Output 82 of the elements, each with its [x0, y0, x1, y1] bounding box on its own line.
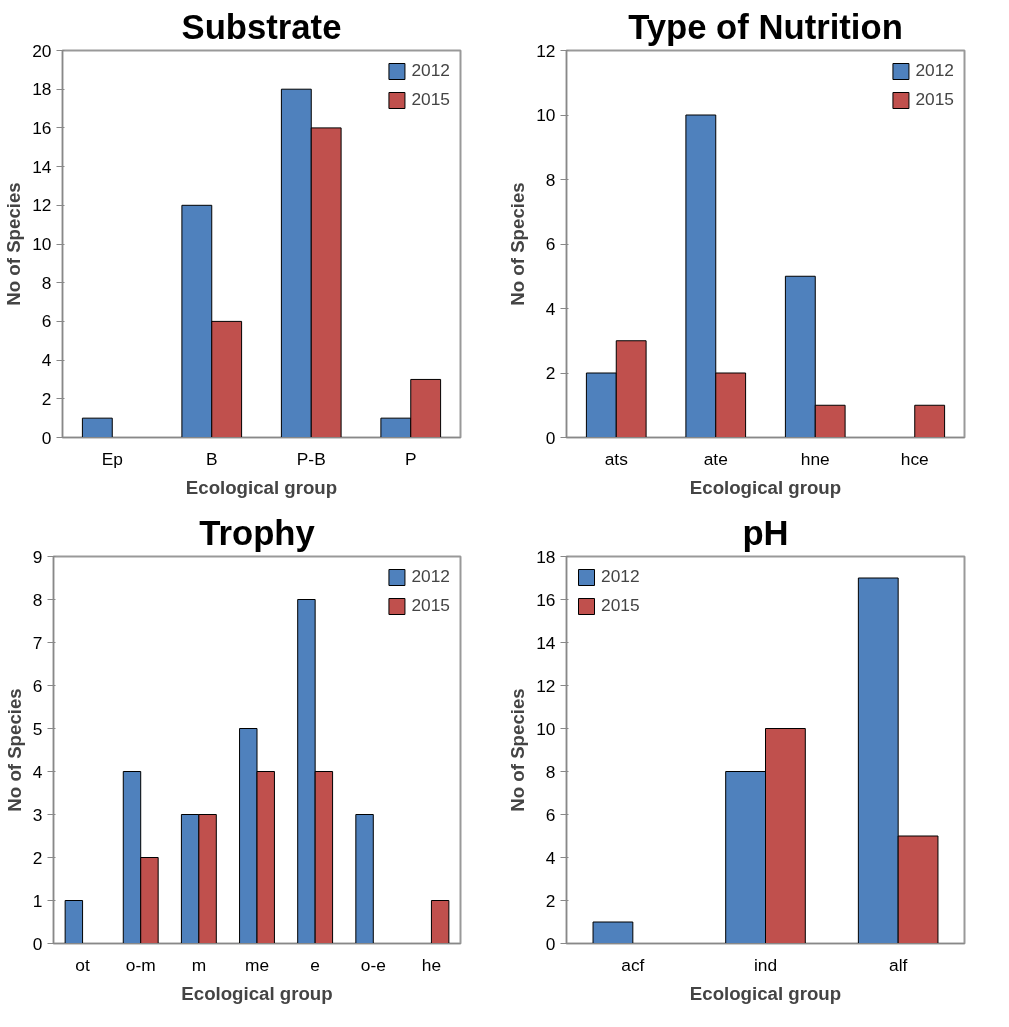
chart-title: Type of Nutrition — [628, 7, 903, 46]
x-tick-label: hce — [900, 448, 929, 469]
x-tick-label: ot — [75, 954, 90, 975]
y-tick-label: 5 — [32, 718, 43, 739]
y-tick-label: 8 — [545, 761, 556, 782]
bar — [592, 921, 634, 944]
y-axis-title: No of Species — [3, 182, 25, 306]
x-tick-label: ate — [703, 448, 728, 469]
x-tick-label: o-m — [125, 954, 156, 975]
y-tick-label: 7 — [32, 632, 43, 653]
y-tick-label: 12 — [536, 675, 556, 696]
y-tick-label: 18 — [32, 79, 52, 100]
y-tick-label: 2 — [41, 388, 52, 409]
y-tick-label: 12 — [32, 195, 52, 216]
legend-label: 2012 — [601, 566, 640, 587]
bar — [64, 900, 84, 944]
y-tick-label: 2 — [545, 890, 556, 911]
y-tick-label: 6 — [545, 234, 556, 254]
y-tick-label: 12 — [536, 40, 556, 61]
chart-title: Substrate — [181, 7, 342, 46]
bar — [914, 404, 946, 438]
x-tick-label: he — [421, 954, 442, 975]
y-tick-label: 9 — [32, 546, 43, 567]
y-tick-label: 14 — [32, 156, 52, 177]
y-tick-label: 6 — [32, 675, 43, 696]
x-axis-title: Ecological group — [689, 982, 842, 1004]
x-tick-label: Ep — [101, 448, 123, 469]
x-tick-label: alf — [889, 954, 908, 975]
y-tick-label: 8 — [545, 169, 556, 190]
y-axis-title: No of Species — [507, 182, 529, 306]
bar — [81, 417, 113, 438]
y-tick-label: 2 — [545, 363, 556, 383]
x-axis-title: Ecological group — [181, 982, 333, 1004]
y-tick-label: 18 — [536, 546, 556, 567]
y-axis-title: No of Species — [507, 688, 529, 812]
x-tick-label: e — [310, 954, 320, 975]
y-tick-label: 3 — [32, 804, 43, 825]
chart-title: pH — [742, 513, 789, 552]
y-tick-label: 1 — [32, 890, 43, 911]
x-tick-label: m — [191, 954, 207, 975]
y-tick-label: 8 — [41, 272, 52, 293]
y-tick-label: 6 — [545, 804, 556, 825]
x-tick-label: P-B — [296, 448, 326, 469]
bar — [355, 814, 374, 944]
y-tick-label: 0 — [545, 427, 556, 448]
y-tick-label: 4 — [545, 847, 556, 868]
y-tick-label: 20 — [32, 40, 52, 61]
y-tick-label: 0 — [32, 933, 43, 954]
y-tick-label: 16 — [536, 589, 556, 610]
x-tick-label: acf — [621, 954, 645, 975]
y-tick-label: 4 — [41, 350, 52, 371]
chart-title: Trophy — [199, 513, 316, 552]
y-tick-label: 16 — [32, 117, 52, 138]
y-tick-label: 6 — [41, 311, 52, 332]
y-axis-title: No of Species — [3, 688, 25, 812]
y-tick-label: 10 — [32, 234, 52, 254]
x-tick-label: B — [205, 448, 218, 469]
legend-label: 2015 — [915, 89, 954, 110]
y-tick-label: 4 — [32, 761, 43, 782]
x-axis-title: Ecological group — [689, 476, 842, 498]
x-tick-label: ind — [753, 954, 778, 975]
y-tick-label: 8 — [32, 589, 43, 610]
bar — [430, 900, 450, 944]
legend-label: 2012 — [915, 60, 954, 81]
x-axis-title: Ecological group — [185, 476, 338, 498]
y-tick-label: 14 — [536, 632, 556, 653]
x-tick-label: hne — [800, 448, 830, 469]
y-tick-label: 2 — [32, 847, 43, 868]
x-tick-label: me — [244, 954, 270, 975]
legend-label: 2012 — [411, 566, 450, 587]
x-tick-label: o-e — [360, 954, 386, 975]
y-tick-label: 0 — [41, 427, 52, 448]
x-tick-label: P — [404, 448, 417, 469]
legend-label: 2012 — [411, 60, 450, 81]
y-tick-label: 4 — [545, 298, 556, 319]
legend-label: 2015 — [411, 595, 450, 616]
legend-label: 2015 — [411, 89, 450, 110]
x-tick-label: ats — [604, 448, 629, 469]
legend-label: 2015 — [601, 595, 640, 616]
y-tick-label: 10 — [536, 718, 556, 739]
y-tick-label: 10 — [536, 105, 556, 125]
y-tick-label: 0 — [545, 933, 556, 954]
